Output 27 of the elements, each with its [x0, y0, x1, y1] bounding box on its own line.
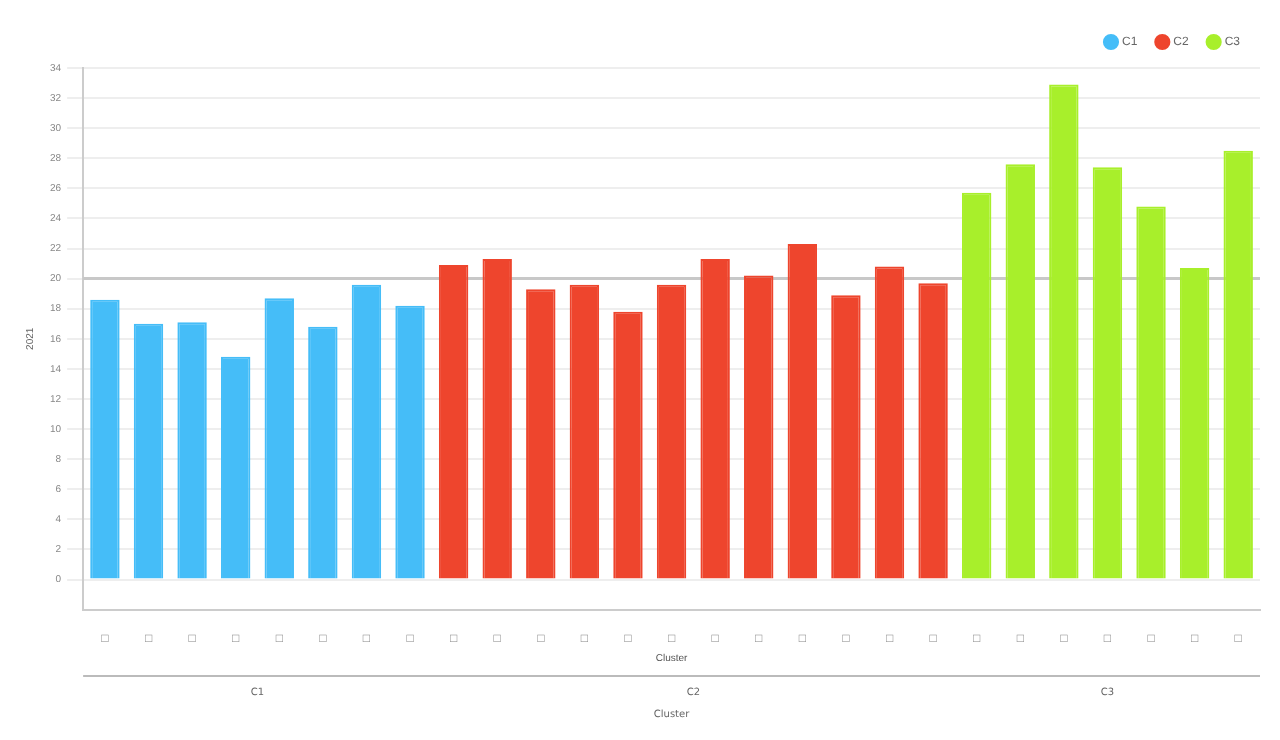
- bar: [90, 299, 120, 579]
- bar: [613, 311, 643, 579]
- bar: [482, 259, 512, 579]
- bar: [787, 244, 818, 579]
- bar: [831, 295, 861, 579]
- bar: [526, 289, 556, 579]
- bar: [744, 275, 774, 579]
- bar: [874, 266, 905, 579]
- bar: [438, 265, 469, 579]
- bar: [1136, 206, 1166, 579]
- bar: [1049, 84, 1079, 579]
- bar: [220, 356, 251, 579]
- bar: [395, 305, 425, 579]
- bar: [1092, 167, 1123, 579]
- bar: [351, 284, 382, 579]
- bar: [1179, 268, 1210, 579]
- bar: [918, 283, 948, 579]
- bar: [177, 322, 207, 579]
- bar: [961, 192, 992, 579]
- bar: [700, 259, 730, 579]
- bar: [656, 284, 687, 579]
- bar: [264, 298, 294, 579]
- bar: [308, 326, 338, 579]
- bar: [1005, 164, 1035, 579]
- bar: [133, 323, 164, 579]
- bar: [569, 284, 600, 579]
- bar: [1223, 150, 1253, 579]
